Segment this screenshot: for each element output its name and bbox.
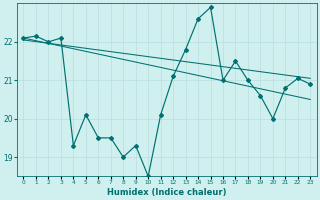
X-axis label: Humidex (Indice chaleur): Humidex (Indice chaleur) bbox=[107, 188, 227, 197]
